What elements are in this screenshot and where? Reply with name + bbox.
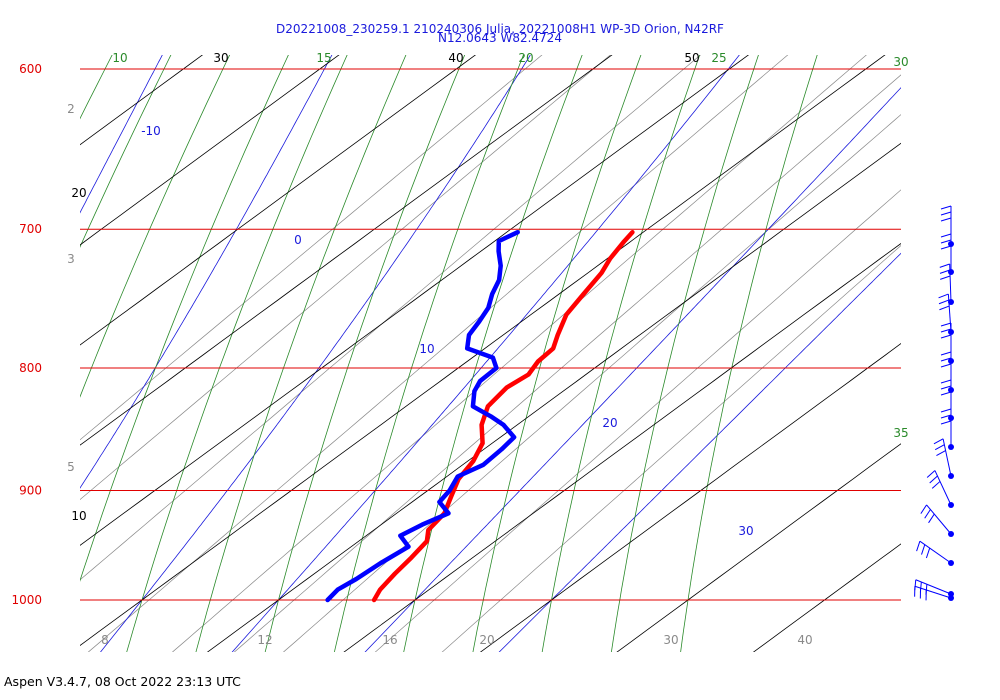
- chart-title: D20221008_230259.1 210240306 Julia, 2022…: [276, 22, 724, 36]
- moist-adiabat-label: 10: [419, 342, 434, 356]
- dry-adiabat-label: 35: [893, 426, 908, 440]
- isotherm-label: 50: [684, 51, 699, 65]
- isotherm-line: [479, 343, 901, 652]
- isotherm-line: [0, 0, 145, 661]
- dry-adiabat-line: [403, 55, 583, 652]
- mixing-ratio-line: [233, 74, 901, 652]
- moist-adiabat-label: 30: [738, 524, 753, 538]
- dry-adiabat-label: 15: [316, 51, 331, 65]
- isotherm-line: [80, 55, 613, 446]
- moist-adiabat-label: -10: [141, 124, 161, 138]
- dry-adiabat-line: [680, 55, 818, 652]
- mixing-ratio-label: 8: [101, 633, 109, 647]
- isotherms: [0, 0, 901, 661]
- mixing-ratio-label: 40: [797, 633, 812, 647]
- isotherm-line: [752, 543, 901, 652]
- mixing-ratio-label: 5: [67, 460, 75, 474]
- dry-adiabat-label: 20: [518, 51, 533, 65]
- dry-adiabat-line: [195, 55, 407, 652]
- dry-adiabat-line: [80, 55, 172, 248]
- dry-adiabat-label: 10: [112, 51, 127, 65]
- mixing-ratio-line: [171, 55, 867, 652]
- dry-adiabat-line: [0, 0, 27, 661]
- isotherm-label: 40: [448, 51, 463, 65]
- isobar-label: 1000: [11, 593, 42, 607]
- mixing-ratio-label: 3: [67, 252, 75, 266]
- wind-barb: [916, 540, 954, 566]
- dry-adiabat-line: [610, 55, 759, 652]
- mixing-ratio-label: 16: [382, 633, 397, 647]
- mixing-ratio-line: [80, 55, 543, 441]
- isobars: 600 700 800 900 1000: [11, 62, 901, 607]
- isotherm-line: [0, 0, 8, 661]
- moist-adiabat-line: [100, 55, 531, 652]
- dry-adiabat-line: [334, 55, 524, 652]
- wind-barb: [940, 233, 954, 275]
- dry-adiabat-line: [0, 0, 84, 661]
- moist-adiabat-line: [0, 0, 68, 661]
- mixing-ratio-line: [441, 245, 901, 652]
- mixing-ratio-line: [80, 55, 611, 501]
- isotherm-line: [80, 55, 750, 546]
- wind-barbs: [914, 205, 954, 601]
- moist-adiabats: [0, 0, 901, 661]
- isotherm-line: [80, 55, 340, 246]
- isotherm-line: [80, 55, 886, 646]
- mixing-ratio-line: [374, 189, 901, 652]
- moist-adiabat-line: [80, 55, 163, 214]
- mixing-ratio-label: 30: [663, 633, 678, 647]
- mixing-ratio-label: 2: [67, 102, 75, 116]
- isotherm-line: [80, 55, 477, 346]
- moist-adiabat-label: 0: [294, 233, 302, 247]
- isotherm-line: [206, 142, 901, 652]
- wind-barb: [933, 438, 954, 479]
- isotherm-line: [343, 242, 901, 652]
- dry-adiabat-line: [264, 55, 466, 652]
- mixing-ratio-lines: [80, 55, 901, 652]
- wind-barb: [920, 504, 954, 537]
- isobar-label: 600: [19, 62, 42, 76]
- wind-barb: [940, 322, 954, 364]
- moist-adiabat-line: [231, 55, 740, 652]
- isotherm-label: 10: [71, 509, 86, 523]
- dry-adiabat-line: [126, 55, 348, 652]
- sounding-profiles: [325, 229, 635, 603]
- moist-adiabat-line: [80, 55, 333, 489]
- dry-adiabat-label: 25: [711, 51, 726, 65]
- dry-adiabat-line: [80, 55, 231, 398]
- isotherm-label: 20: [71, 186, 86, 200]
- wind-barb: [926, 470, 954, 508]
- isotherm-line: [80, 55, 204, 146]
- temperature-trace: [371, 229, 635, 603]
- chart-subtitle: N12.0643 W82.4724: [438, 31, 562, 45]
- wind-barb: [914, 585, 954, 601]
- dry-adiabat-line: [80, 55, 113, 120]
- isobar-label: 700: [19, 222, 42, 236]
- moist-adiabat-line: [364, 87, 901, 652]
- moist-adiabat-label: 20: [602, 416, 617, 430]
- software-footer: Aspen V3.4.7, 08 Oct 2022 23:13 UTC: [4, 674, 241, 689]
- dry-adiabat-label: 30: [893, 55, 908, 69]
- mixing-ratio-line: [80, 55, 701, 581]
- mixing-ratio-label: 12: [257, 633, 272, 647]
- moist-adiabat-line: [498, 252, 901, 652]
- dewpoint-trace: [325, 229, 520, 603]
- isotherm-label: 30: [213, 51, 228, 65]
- dry-adiabat-line: [472, 55, 642, 652]
- dry-adiabat-line: [80, 55, 289, 582]
- isobar-label: 900: [19, 483, 42, 497]
- mixing-ratio-line: [87, 55, 789, 652]
- wind-barb: [940, 379, 954, 421]
- mixing-ratio-line: [282, 114, 901, 652]
- dry-adiabat-line: [541, 55, 701, 652]
- wind-barb: [940, 408, 954, 450]
- mixing-ratio-label: 20: [479, 633, 494, 647]
- dry-adiabats: [0, 0, 818, 661]
- isobar-label: 800: [19, 361, 42, 375]
- isotherm-line: [616, 443, 901, 652]
